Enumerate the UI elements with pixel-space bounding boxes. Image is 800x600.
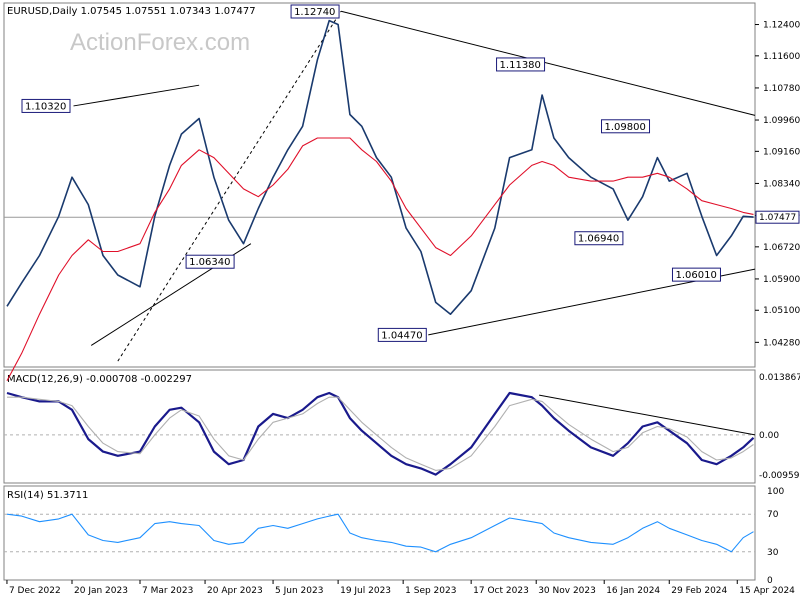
rsi-tick-label: 30: [767, 548, 779, 558]
x-tick-label: 5 Jun 2023: [275, 586, 323, 596]
macd-tick-label: 0.00: [759, 431, 779, 441]
macd-header: MACD(12,26,9) -0.000708 -0.002297: [7, 374, 192, 385]
price-level-box: [574, 231, 624, 246]
price-level-label: 1.12740: [290, 4, 340, 19]
macd-panel: [3, 369, 756, 484]
x-tick-label: 20 Apr 2023: [207, 586, 263, 596]
rsi-line: [6, 513, 754, 553]
macd-tick-label: 0.013867: [759, 373, 800, 383]
price-level-text: 1.09800: [605, 122, 646, 133]
price-level-text: 1.10320: [25, 101, 66, 112]
x-tick-label: 29 Feb 2024: [671, 586, 727, 596]
price-panel: [3, 2, 756, 368]
price-level-box: [21, 98, 71, 113]
price-tick-label: 1.04280: [763, 338, 800, 348]
price-tick-label: 1.12400: [763, 21, 800, 31]
x-tick-label: 17 Oct 2023: [473, 586, 529, 596]
price-level-label: 1.04470: [377, 327, 427, 342]
price-level-text: 1.11380: [500, 60, 541, 71]
price-tick-label: 1.06720: [763, 243, 800, 253]
rsi-series-group: [4, 513, 755, 553]
price-level-text: 1.04470: [381, 330, 422, 341]
macd-series-group: [4, 391, 756, 476]
price-level-label: 1.09800: [601, 119, 651, 134]
price-level-box: [377, 327, 427, 342]
price-level-box: [671, 267, 721, 282]
price-tick-label: 1.05100: [763, 306, 800, 316]
price-trendline: [73, 84, 200, 107]
price-tick-label: 1.09960: [763, 116, 800, 126]
price-series-group: 1.10320 1.06340 1.12740 1.04470 1.11380 1.069…: [4, 4, 756, 381]
price-tick-label: 1.10780: [763, 84, 800, 94]
x-tick-label: 7 Dec 2022: [9, 586, 61, 596]
price-level-label: 1.11380: [496, 57, 546, 72]
price-trendline: [340, 10, 756, 116]
rsi-tick-label: 100: [767, 487, 784, 497]
price-tick-label: 1.11600: [763, 52, 800, 62]
price-header: EURUSD,Daily 1.07545 1.07551 1.07343 1.0…: [7, 6, 256, 17]
price-level-box: [601, 119, 651, 134]
price-tick-label: 1.09160: [763, 147, 800, 157]
macd-line: [6, 391, 755, 476]
x-tick-label: 19 Jul 2023: [340, 586, 391, 596]
rsi-panel: [3, 485, 756, 581]
price-level-box: [290, 4, 340, 19]
macd-trendline: [539, 394, 756, 436]
price-level-text: 1.12740: [294, 7, 335, 18]
price-level-text: 1.06340: [189, 257, 230, 268]
moving-average-line: [6, 137, 754, 381]
x-tick-label: 1 Sep 2023: [405, 586, 456, 596]
x-tick-label: 20 Jan 2023: [74, 586, 128, 596]
price-level-label: 1.06010: [671, 267, 721, 282]
axes-group: 1.12400 1.11600 1.10780 1.09960 1.09160 1.083…: [6, 21, 800, 596]
macd-signal-line: [7, 396, 754, 471]
current-price-label: 1.07477: [759, 213, 796, 223]
x-tick-label: 30 Nov 2023: [538, 586, 596, 596]
current-price-box: [755, 210, 800, 224]
price-tick-label: 1.05900: [763, 275, 800, 285]
rsi-tick-label: 0: [767, 576, 773, 586]
watermark: ActionForex.com: [70, 29, 250, 56]
price-tick-label: 1.08340: [763, 179, 800, 189]
price-level-label: 1.10320: [21, 98, 71, 113]
price-level-label: 1.06340: [185, 254, 235, 269]
x-tick-label: 15 Apr 2024: [739, 586, 795, 596]
price-trendline: [117, 10, 342, 362]
x-tick-label: 7 Mar 2023: [142, 586, 193, 596]
price-level-label: 1.06940: [574, 231, 624, 246]
price-level-box: [496, 57, 546, 72]
rsi-header: RSI(14) 51.3711: [7, 490, 88, 501]
price-close-line: [6, 19, 754, 316]
rsi-tick-label: 70: [767, 510, 779, 520]
price-level-box: [185, 254, 235, 269]
price-level-text: 1.06940: [578, 234, 619, 245]
price-level-text: 1.06010: [675, 270, 716, 281]
x-tick-label: 16 Jan 2024: [606, 586, 660, 596]
macd-tick-label: -0.009599: [759, 471, 800, 481]
